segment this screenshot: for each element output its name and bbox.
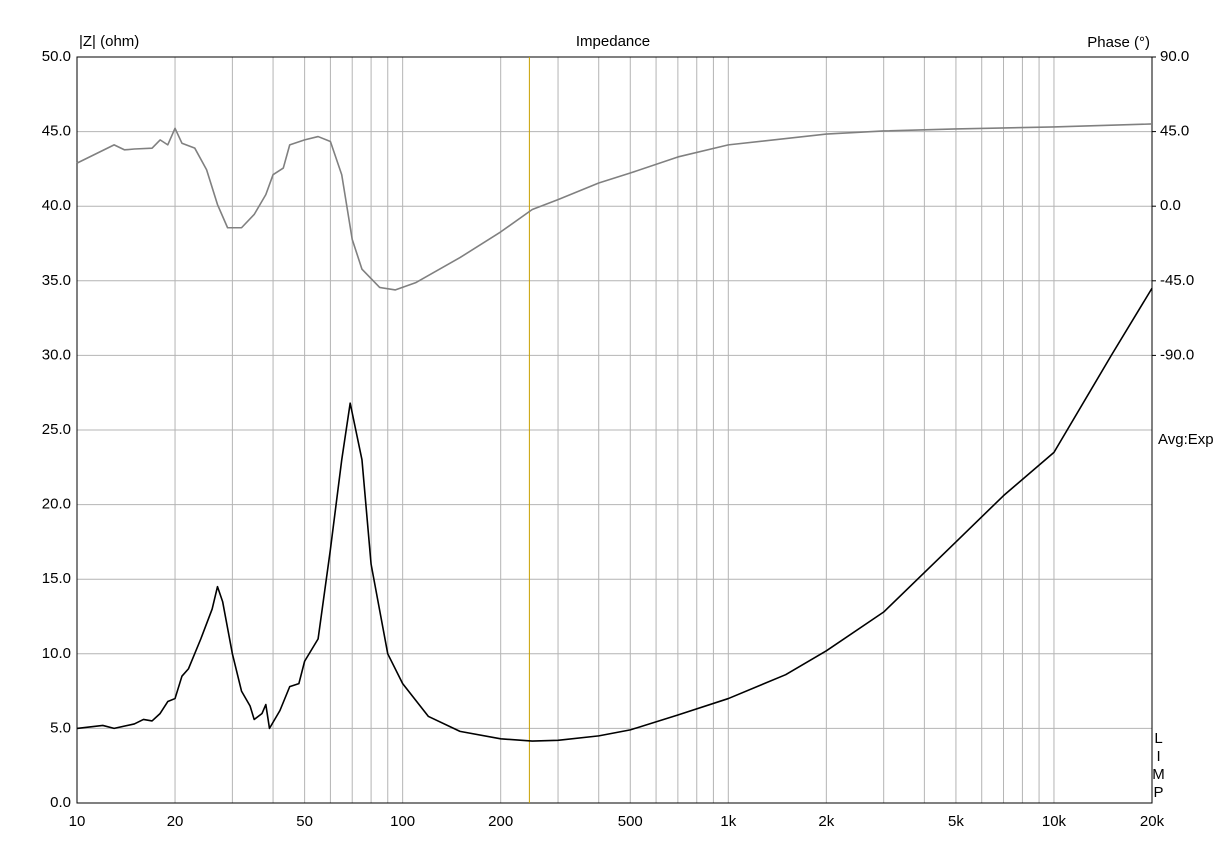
brand: LIMP xyxy=(1150,730,1167,802)
x-tick-label: 10 xyxy=(69,813,86,830)
y2-tick-label: -90.0 xyxy=(1160,346,1194,363)
y-tick-label: 5.0 xyxy=(50,719,71,736)
x-tick-label: 20k xyxy=(1140,813,1165,830)
y-tick-label: 35.0 xyxy=(42,272,71,289)
y-axis-label: |Z| (ohm) xyxy=(79,33,139,50)
y-tick-label: 20.0 xyxy=(42,496,71,513)
x-tick-label: 10k xyxy=(1042,813,1067,830)
x-tick-label: 200 xyxy=(488,813,513,830)
series-line xyxy=(76,287,1153,742)
y2-tick-label: 45.0 xyxy=(1160,123,1189,140)
y-tick-label: 45.0 xyxy=(42,123,71,140)
y2-tick-label: -45.0 xyxy=(1160,272,1194,289)
plot-frame xyxy=(76,56,1153,804)
x-tick-label: 500 xyxy=(618,813,643,830)
x-tick-label: 5k xyxy=(948,813,964,830)
y-tick-label: 30.0 xyxy=(42,346,71,363)
y-tick-label: 10.0 xyxy=(42,645,71,662)
x-tick-label: 50 xyxy=(296,813,313,830)
average-note: Avg:Exp xyxy=(1158,431,1214,448)
y-tick-label: 0.0 xyxy=(50,794,71,811)
x-tick-label: 1k xyxy=(720,813,736,830)
x-tick-label: 100 xyxy=(390,813,415,830)
y-tick-label: 40.0 xyxy=(42,197,71,214)
y-tick-label: 15.0 xyxy=(42,570,71,587)
x-tick-label: 20 xyxy=(167,813,184,830)
y2-axis-label: Phase (°) xyxy=(1087,34,1150,51)
y2-tick-label: 0.0 xyxy=(1160,197,1181,214)
x-tick-label: 2k xyxy=(818,813,834,830)
y-tick-label: 50.0 xyxy=(42,48,71,65)
y2-tick-label: 90.0 xyxy=(1160,48,1189,65)
y-tick-label: 25.0 xyxy=(42,421,71,438)
chart-title: Impedance xyxy=(576,33,650,50)
series-line xyxy=(76,123,1153,291)
